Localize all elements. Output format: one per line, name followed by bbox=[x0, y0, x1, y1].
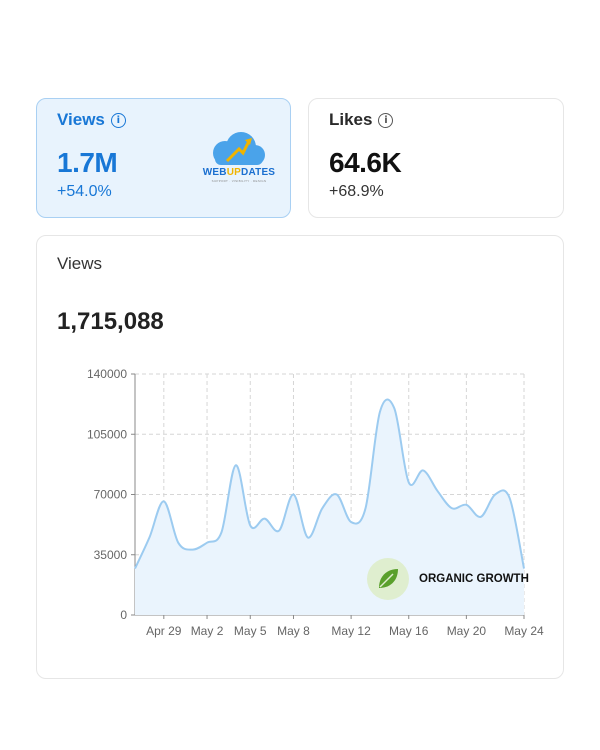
data-point bbox=[479, 515, 483, 519]
y-tick-label: 140000 bbox=[87, 367, 127, 381]
data-point bbox=[508, 496, 512, 500]
data-point bbox=[133, 567, 137, 571]
leaf-icon bbox=[379, 569, 398, 588]
y-tick-label: 105000 bbox=[87, 427, 127, 441]
y-tick-label: 70000 bbox=[94, 488, 128, 502]
y-tick-label: 35000 bbox=[94, 548, 128, 562]
data-point bbox=[450, 506, 454, 510]
views-card-title: Views i bbox=[57, 110, 126, 130]
data-point bbox=[277, 529, 281, 533]
views-chart-card: Views 1,715,088 0 35000 70000 105000 140000 A… bbox=[36, 235, 564, 679]
x-tick-label: May 5 bbox=[234, 624, 267, 638]
data-point bbox=[205, 541, 209, 545]
data-point bbox=[219, 530, 223, 534]
views-series-line bbox=[134, 398, 525, 569]
cloud-arrow-logo bbox=[213, 132, 265, 165]
x-tick-label: May 8 bbox=[277, 624, 310, 638]
data-point bbox=[436, 489, 440, 493]
data-point bbox=[349, 520, 353, 524]
data-point bbox=[234, 463, 238, 467]
x-tick-label: May 2 bbox=[191, 624, 224, 638]
organic-growth-badge: ORGANIC GROWTH bbox=[367, 558, 529, 600]
chart-title: Views bbox=[57, 254, 103, 273]
chart-total: 1,715,088 bbox=[57, 308, 164, 335]
data-point bbox=[464, 503, 468, 507]
likes-card-title: Likes i bbox=[329, 110, 394, 130]
views-area-fill bbox=[135, 399, 524, 615]
data-point bbox=[306, 536, 310, 540]
data-point bbox=[421, 468, 425, 472]
likes-value: 64.6K bbox=[329, 147, 402, 178]
views-area-chart[interactable]: 0 35000 70000 105000 140000 Apr 29 May 2 May 5 M… bbox=[37, 236, 565, 680]
x-tick-label: Apr 29 bbox=[146, 624, 182, 638]
data-point bbox=[407, 480, 411, 484]
logo-wordmark: WEBUPDATES bbox=[202, 167, 276, 178]
data-point bbox=[378, 410, 382, 414]
info-icon[interactable]: i bbox=[378, 112, 394, 128]
data-point bbox=[191, 548, 195, 552]
info-icon[interactable]: i bbox=[110, 112, 126, 128]
data-point bbox=[263, 517, 267, 521]
x-tick-label: May 12 bbox=[331, 624, 371, 638]
views-card[interactable]: Views i 1.7M +54.0% WEBUPDATES SUPPORT ·… bbox=[36, 98, 291, 218]
x-tick-label: May 24 bbox=[504, 624, 544, 638]
likes-card[interactable]: Likes i 64.6K +68.9% bbox=[308, 98, 564, 218]
data-point bbox=[162, 499, 166, 503]
data-point bbox=[176, 541, 180, 545]
data-point bbox=[392, 406, 396, 410]
likes-card-label: Likes bbox=[329, 110, 373, 129]
data-point bbox=[320, 506, 324, 510]
likes-change: +68.9% bbox=[329, 183, 384, 200]
data-point bbox=[248, 523, 252, 527]
data-point bbox=[335, 493, 339, 497]
views-change: +54.0% bbox=[57, 183, 112, 200]
views-card-label: Views bbox=[57, 110, 105, 129]
x-tick-label: May 16 bbox=[389, 624, 429, 638]
badge-label: ORGANIC GROWTH bbox=[419, 573, 529, 585]
x-tick-label: May 20 bbox=[447, 624, 487, 638]
data-point bbox=[493, 493, 497, 497]
y-tick-label: 0 bbox=[120, 608, 127, 622]
data-point bbox=[147, 536, 151, 540]
leaf-icon-circle bbox=[367, 558, 409, 600]
logo-tagline: SUPPORT · VISIBILITY · DESIGN bbox=[211, 179, 267, 183]
data-point bbox=[364, 506, 368, 510]
data-point bbox=[291, 493, 295, 497]
views-value: 1.7M bbox=[57, 147, 118, 178]
